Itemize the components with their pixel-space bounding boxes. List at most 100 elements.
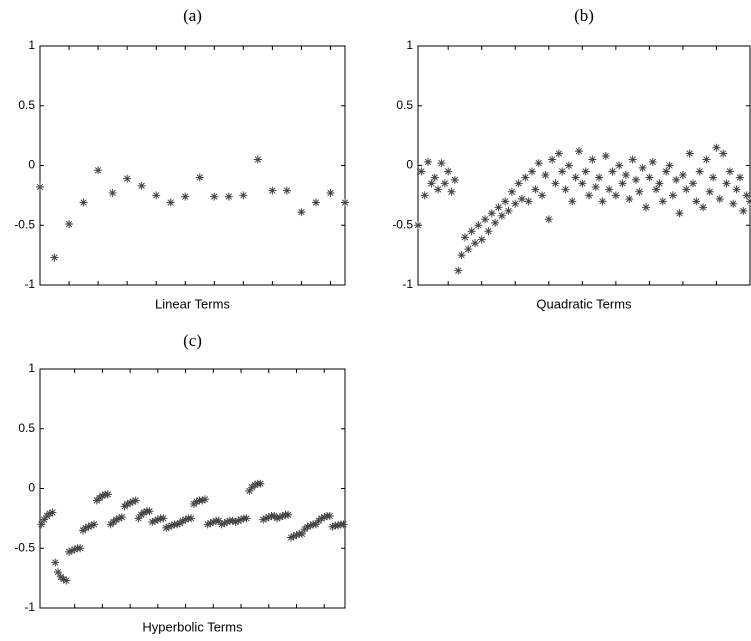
data-point <box>695 167 704 176</box>
data-point <box>554 149 563 158</box>
data-point <box>497 211 506 220</box>
data-point <box>672 175 681 184</box>
y-tick-label: -0.5 <box>14 217 35 231</box>
data-point <box>87 521 96 530</box>
data-point <box>334 521 343 530</box>
data-point <box>242 514 251 523</box>
data-point <box>420 191 429 200</box>
data-point <box>145 507 154 516</box>
data-point <box>484 227 493 236</box>
data-point <box>341 198 349 207</box>
data-point <box>40 515 49 524</box>
data-point <box>719 149 728 158</box>
y-tick-label: 0 <box>28 481 35 495</box>
data-point <box>454 266 463 275</box>
x-axis-label: Quadratic Terms <box>536 296 632 311</box>
data-point <box>237 515 246 524</box>
data-point <box>325 511 334 520</box>
data-point <box>414 221 422 230</box>
data-point <box>511 199 520 208</box>
data-point <box>645 173 654 182</box>
data-point <box>173 520 182 529</box>
data-point <box>220 519 229 528</box>
data-point <box>181 515 190 524</box>
data-point <box>658 197 667 206</box>
data-point <box>501 197 510 206</box>
y-tick-label: -1 <box>402 277 413 291</box>
y-tick-label: 0.5 <box>18 421 35 435</box>
data-point <box>268 186 277 195</box>
data-point <box>159 514 168 523</box>
data-point <box>595 173 604 182</box>
data-point <box>464 245 473 254</box>
data-point <box>558 167 567 176</box>
axes-frame <box>39 368 346 609</box>
data-point <box>187 514 196 523</box>
data-point <box>507 187 516 196</box>
data-point <box>94 166 103 175</box>
data-point <box>668 191 677 200</box>
data-point <box>474 221 483 230</box>
data-point <box>79 198 88 207</box>
data-point <box>487 209 496 218</box>
data-point <box>166 198 175 207</box>
data-point <box>275 513 284 522</box>
data-point <box>688 179 697 188</box>
data-point <box>598 197 607 206</box>
data-point <box>224 192 233 201</box>
data-point <box>581 167 590 176</box>
data-point <box>578 179 587 188</box>
data-point <box>662 167 671 176</box>
data-point <box>36 183 44 192</box>
data-point <box>50 253 59 262</box>
data-point <box>434 185 443 194</box>
data-point <box>528 167 537 176</box>
data-point <box>692 197 701 206</box>
data-point <box>685 149 694 158</box>
data-point <box>467 227 476 236</box>
data-point <box>210 192 219 201</box>
panel-title: (b) <box>574 6 594 25</box>
data-point <box>628 155 637 164</box>
y-tick-label: 1 <box>28 38 35 52</box>
data-point <box>62 576 71 585</box>
data-point <box>678 171 687 180</box>
data-point <box>214 516 223 525</box>
y-tick-label: -1 <box>24 600 35 614</box>
data-point <box>471 239 480 248</box>
data-point <box>278 511 287 520</box>
data-point <box>517 194 526 203</box>
data-point <box>54 568 63 577</box>
panel-title: (a) <box>183 6 202 25</box>
data-point <box>90 520 99 529</box>
data-point <box>259 515 268 524</box>
data-point <box>424 157 433 166</box>
data-point <box>712 143 721 152</box>
data-point <box>739 206 748 215</box>
data-point <box>76 544 85 553</box>
data-point <box>568 197 577 206</box>
data-point <box>108 188 117 197</box>
data-point <box>564 161 573 170</box>
y-tick-label: 1 <box>406 38 413 52</box>
data-point <box>571 173 580 182</box>
data-point <box>460 233 469 242</box>
data-point <box>250 480 259 489</box>
y-tick-label: -0.5 <box>392 217 413 231</box>
data-point <box>234 516 243 525</box>
data-point <box>284 510 293 519</box>
data-point <box>298 529 307 538</box>
data-point <box>541 171 550 180</box>
data-point <box>417 167 426 176</box>
data-point <box>178 516 187 525</box>
data-point <box>655 179 664 188</box>
data-point <box>735 173 744 182</box>
data-point <box>544 215 553 224</box>
data-point <box>642 203 651 212</box>
data-point <box>702 155 711 164</box>
data-point <box>427 179 436 188</box>
y-tick-label: 0.5 <box>396 98 413 112</box>
data-point <box>621 171 630 180</box>
data-point <box>625 194 634 203</box>
